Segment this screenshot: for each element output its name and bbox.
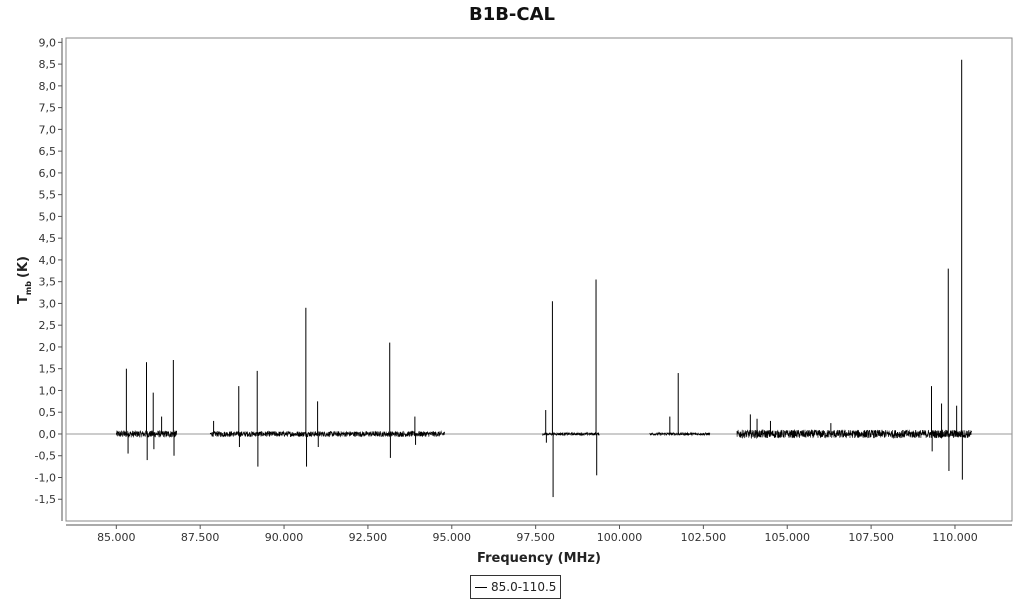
y-tick-label: 9,0: [39, 36, 57, 49]
legend: 85.0-110.5: [470, 575, 562, 599]
spectrum-band-trace: [209, 430, 445, 438]
x-tick-label: 92.500: [349, 531, 388, 544]
y-axis-title-main: T: [16, 295, 31, 304]
series-85-110-5: [116, 59, 972, 498]
x-tick-label: 95.000: [433, 531, 472, 544]
x-tick-label: 90.000: [265, 531, 304, 544]
y-tick-label: 5,5: [39, 189, 57, 202]
y-tick-label: -0,5: [35, 450, 56, 463]
x-tick-label: 105.000: [764, 531, 810, 544]
x-tick-label: 102.500: [681, 531, 727, 544]
x-axis-ticks: 85.000 87.500 90.000 92.500 95.000 97.500 100.…: [97, 525, 978, 544]
y-tick-label: -1,5: [35, 493, 56, 506]
spectrum-band-trace: [542, 431, 600, 437]
plot-area: [65, 37, 1013, 522]
spectrum-band-trace: [736, 429, 972, 440]
x-tick-label: 85.000: [97, 531, 136, 544]
y-axis-title: Tmb (K): [16, 256, 33, 304]
y-tick-label: 0,0: [39, 428, 57, 441]
y-tick-label: 0,5: [39, 406, 57, 419]
y-tick-label: 4,5: [39, 232, 57, 245]
y-tick-label: 2,5: [39, 319, 57, 332]
y-tick-label: 3,5: [39, 276, 57, 289]
legend-label: 85.0-110.5: [491, 580, 557, 594]
spectrum-band-trace: [649, 431, 711, 437]
y-axis-ticks: -1,5 -1,0 -0,5 0,0 0,5 1,0 1,5 2,0 2,5 3,0 3,5 4,0 4…: [35, 36, 62, 506]
y-tick-label: 3,0: [39, 297, 57, 310]
y-tick-label: 1,0: [39, 384, 57, 397]
y-tick-label: -1,0: [35, 471, 56, 484]
x-tick-label: 97.500: [516, 531, 555, 544]
y-tick-label: 7,5: [39, 102, 57, 115]
x-tick-label: 100.000: [597, 531, 643, 544]
x-tick-label: 110.000: [932, 531, 978, 544]
x-tick-label: 87.500: [181, 531, 220, 544]
chart-title: B1B-CAL: [468, 4, 556, 25]
y-tick-label: 4,0: [39, 254, 57, 267]
x-axis-title: Frequency (MHz): [477, 551, 601, 566]
legend-swatch: [475, 586, 487, 588]
y-tick-label: 8,5: [39, 58, 57, 71]
x-tick-label: 107.500: [848, 531, 894, 544]
y-tick-label: 2,0: [39, 341, 57, 354]
y-tick-label: 1,5: [39, 363, 57, 376]
y-tick-label: 5,0: [39, 210, 57, 223]
y-tick-label: 8,0: [39, 80, 57, 93]
y-tick-label: 6,0: [39, 167, 57, 180]
y-tick-label: 7,0: [39, 123, 57, 136]
y-axis-title-subscript: mb: [24, 281, 33, 295]
y-axis-title-unit: (K): [16, 256, 31, 278]
y-tick-label: 6,5: [39, 145, 57, 158]
